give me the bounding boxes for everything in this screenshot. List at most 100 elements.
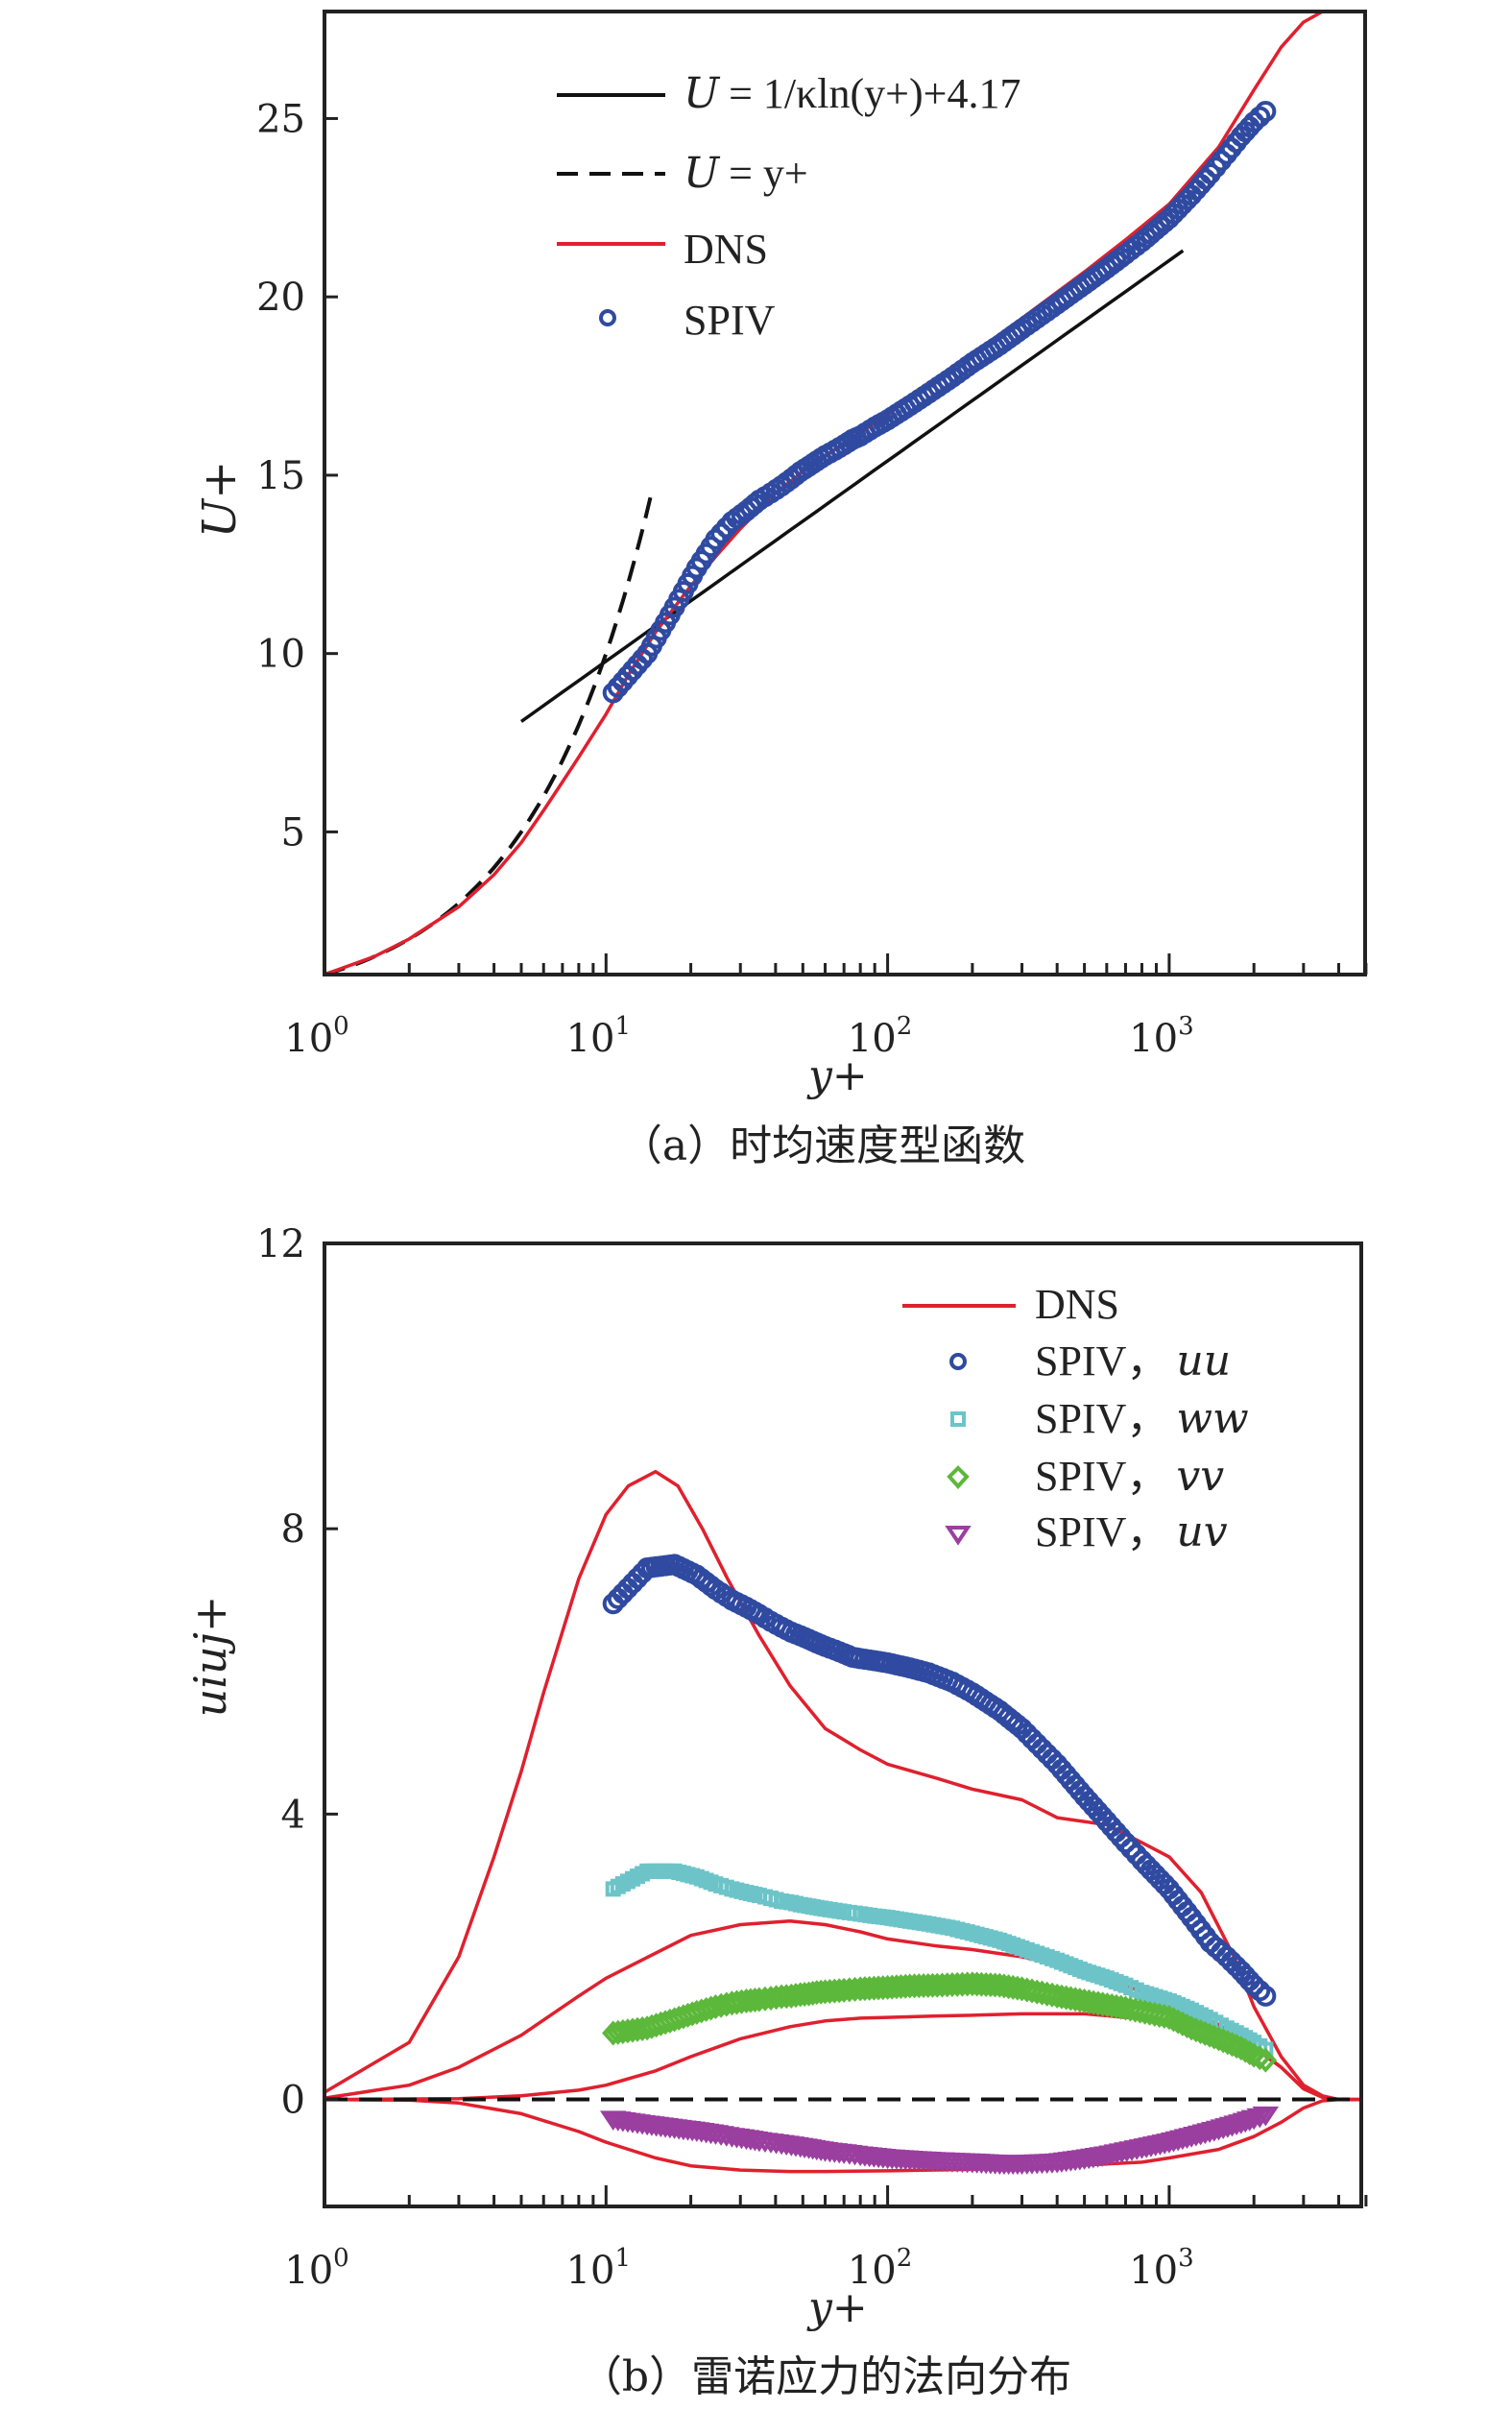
y-tick-label: 8 — [281, 1507, 305, 1552]
y-tick-label: 20 — [256, 276, 305, 320]
plot-marks — [324, 1469, 1361, 2176]
legend-marker-vv — [947, 1465, 970, 1489]
x-tick-label: 100 — [284, 1012, 348, 1061]
legend-label-uv-prefix: SPIV， — [1035, 1508, 1168, 1555]
x-tick-exponent: 3 — [1178, 1012, 1194, 1041]
data-point — [1255, 1985, 1277, 2007]
y-tick-label: 15 — [256, 454, 305, 498]
panel-b-y-axis-label-text: uiuj+ — [184, 1596, 236, 1718]
legend-marker-ww — [950, 1411, 966, 1427]
legend-label-uv: SPIV， uv — [1035, 1507, 1228, 1556]
legend-label-vv-prefix: SPIV， — [1035, 1453, 1168, 1500]
legend-lhs-log: U — [684, 69, 721, 118]
panel-a-x-ticks: 100 101 102 103 — [284, 953, 1368, 1061]
x-tick-base: 10 — [848, 1017, 897, 1061]
y-tick-label: 12 — [256, 1222, 305, 1266]
series-uu-markers — [602, 1554, 1277, 2007]
y-tick-label: 5 — [281, 810, 305, 855]
x-tick-base: 10 — [284, 1017, 333, 1061]
data-point — [1242, 2042, 1265, 2068]
legend-marker-uu — [949, 1353, 967, 1370]
data-point — [1248, 2045, 1271, 2071]
x-tick-label: 101 — [566, 1012, 631, 1061]
x-tick-exponent: 2 — [897, 2244, 913, 2273]
x-tick-label: 101 — [566, 2244, 631, 2293]
x-tick-exponent: 2 — [897, 1012, 913, 1041]
data-point — [1255, 101, 1277, 123]
series-uv-markers — [599, 2106, 1280, 2176]
x-tick-exponent: 0 — [333, 1012, 349, 1041]
data-point — [1249, 1980, 1271, 2002]
panel-b-y-ticks: 0 4 8 12 — [256, 1222, 338, 2123]
legend-label-log-law: U = 1/κln(y+)+4.17 — [684, 69, 1020, 118]
legend-label-ww: SPIV， ww — [1035, 1394, 1249, 1443]
y-tick-label: 25 — [256, 97, 305, 141]
panel-a-y-axis-label: U+ — [193, 461, 247, 539]
y-tick-label: 0 — [281, 2079, 305, 2123]
panel-b-legend: DNS SPIV， uu SPIV， ww SPIV， vv SPIV， uv — [902, 1281, 1249, 1556]
x-tick-base: 10 — [848, 2249, 897, 2293]
panel-b-x-axis-label: y+ — [806, 2283, 868, 2332]
x-tick-base: 10 — [1129, 2249, 1178, 2293]
series-vv-markers — [602, 1971, 1278, 2073]
y-tick-label: 4 — [281, 1793, 305, 1837]
panel-b-caption: （b）雷诺应力的法向分布 — [580, 2352, 1071, 2401]
legend-label-linear-law: U = y+ — [684, 149, 808, 198]
panel-a-plot-area — [324, 12, 1365, 975]
data-point — [1194, 168, 1216, 190]
x-tick-exponent: 1 — [614, 2244, 631, 2273]
legend-label-vv: SPIV， vv — [1035, 1452, 1224, 1501]
x-tick-label: 100 — [284, 2244, 348, 2293]
x-tick-label: 102 — [848, 2244, 912, 2293]
series-spiv-markers — [602, 101, 1277, 704]
x-tick-label: 103 — [1129, 2244, 1193, 2293]
legend-marker-uv — [945, 1526, 972, 1546]
legend-label-ww-math: ww — [1176, 1394, 1248, 1443]
plot-marks — [324, 12, 1365, 975]
legend-label-dns: DNS — [684, 226, 768, 273]
data-point — [1252, 2106, 1280, 2127]
panel-a-y-ticks: 5 10 15 20 25 — [256, 97, 338, 855]
panel-b-y-axis-label: uiuj+ — [184, 1596, 236, 1718]
x-tick-base: 10 — [284, 2249, 333, 2293]
x-tick-base: 10 — [566, 2249, 615, 2293]
series-log-law-line — [519, 249, 1185, 723]
x-tick-base: 10 — [1129, 1017, 1178, 1061]
legend-label-uu: SPIV， uu — [1035, 1337, 1231, 1386]
legend-label-ww-prefix: SPIV， — [1035, 1395, 1168, 1442]
panel-a-y-axis-label-text: U+ — [193, 461, 247, 539]
series-dns-line — [324, 1469, 1361, 2102]
series-dns-line — [324, 2097, 1361, 2174]
series-linear-law-line — [324, 494, 654, 975]
x-tick-exponent: 1 — [614, 1012, 631, 1041]
legend-label-uu-math: uu — [1176, 1337, 1231, 1386]
data-point — [1254, 2047, 1278, 2073]
data-point — [1243, 1974, 1265, 1996]
panel-a-x-axis-label: y+ — [806, 1051, 868, 1100]
legend-lhs-lin: U — [684, 149, 721, 198]
x-tick-label: 103 — [1129, 1012, 1193, 1061]
x-tick-exponent: 0 — [333, 2244, 349, 2273]
x-tick-label: 102 — [848, 1012, 912, 1061]
legend-marker-spiv — [599, 309, 616, 326]
legend-label-uv-math: uv — [1176, 1507, 1227, 1556]
legend-label-dns-b: DNS — [1035, 1281, 1119, 1328]
legend-label-spiv: SPIV — [684, 297, 776, 344]
series-dns-line — [324, 2012, 1361, 2102]
panel-a-caption: （a）时均速度型函数 — [620, 1121, 1025, 1170]
x-tick-exponent: 3 — [1178, 2244, 1194, 2273]
panel-a-legend: U = 1/κln(y+)+4.17 U = y+ DNS SPIV — [557, 69, 1020, 344]
panel-b-plot-area — [324, 1469, 1361, 2176]
legend-rhs-lin: = y+ — [729, 150, 808, 197]
x-tick-base: 10 — [566, 1017, 615, 1061]
data-point — [1243, 111, 1265, 133]
legend-label-vv-math: vv — [1176, 1452, 1224, 1501]
legend-label-uu-prefix: SPIV， — [1035, 1338, 1168, 1385]
panel-b-x-ticks: 100 101 102 103 — [284, 2185, 1368, 2293]
legend-rhs-log: = 1/κln(y+)+4.17 — [729, 70, 1020, 117]
data-point — [1249, 106, 1271, 128]
y-tick-label: 10 — [256, 633, 305, 677]
